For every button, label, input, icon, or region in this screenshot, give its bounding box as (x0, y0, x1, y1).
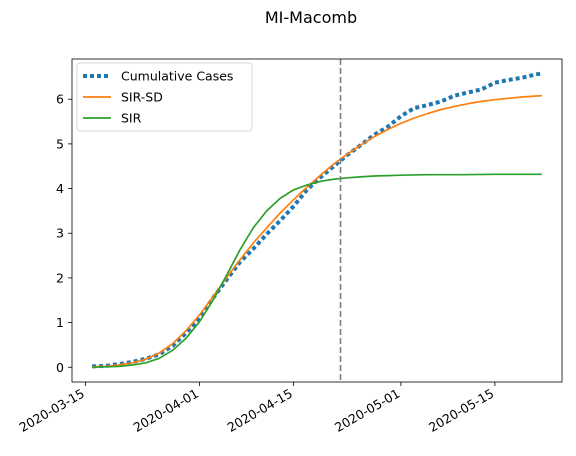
axis-layer: 0 1 2 3 4 5 6 2020-03-15 2020-04-01 2020-04-15 202… (17, 92, 497, 435)
legend-box (76, 62, 253, 132)
legend-label: SIR (121, 111, 142, 126)
chart-title: MI-Macomb (265, 8, 357, 27)
x-tick-label: 2020-05-15 (426, 386, 496, 435)
plot-frame (71, 58, 563, 383)
x-tick-label: 2020-04-01 (131, 386, 201, 435)
legend: Cumulative Cases SIR-SD SIR (76, 62, 253, 132)
series-line-cumulative-cases (92, 71, 543, 369)
y-tick-label: 3 (56, 226, 64, 241)
series-line-sir (92, 173, 542, 369)
y-tick-label: 5 (56, 136, 64, 151)
x-tick-label: 2020-04-15 (225, 386, 295, 435)
legend-label: Cumulative Cases (121, 69, 233, 84)
y-tick-label: 1 (56, 315, 64, 330)
x-tick-label: 2020-03-15 (17, 386, 87, 435)
x-tick-label: 2020-05-01 (332, 386, 402, 435)
y-tick-label: 2 (56, 270, 64, 285)
y-tick-label: 0 (56, 360, 64, 375)
series-layer (92, 71, 543, 369)
y-tick-label: 6 (56, 92, 64, 107)
series-line-sir-sd (92, 94, 542, 368)
y-tick-label: 4 (56, 181, 64, 196)
legend-label: SIR-SD (121, 90, 163, 105)
